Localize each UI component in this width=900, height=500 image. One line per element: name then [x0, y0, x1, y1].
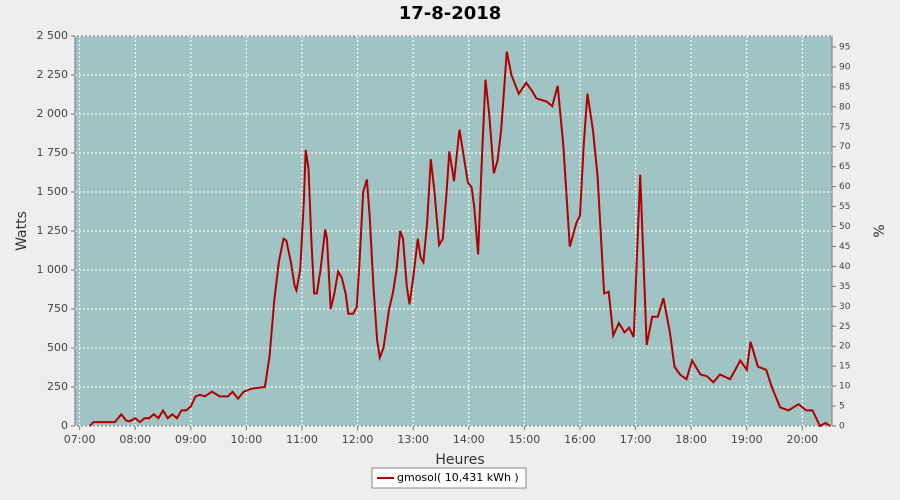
y2-tick-label: 15: [839, 362, 850, 372]
y-tick-label: 0: [61, 419, 68, 432]
x-tick-label: 18:00: [675, 433, 707, 446]
x-tick-label: 11:00: [286, 433, 318, 446]
legend-label: gmosol( 10,431 kWh ): [397, 471, 519, 484]
y2-tick-label: 35: [839, 282, 850, 292]
y2-tick-label: 70: [839, 142, 851, 152]
y2-tick-label: 50: [839, 222, 851, 232]
x-tick-label: 15:00: [509, 433, 541, 446]
y2-tick-label: 45: [839, 242, 850, 252]
y-tick-label: 1 000: [37, 263, 69, 276]
x-tick-label: 20:00: [786, 433, 818, 446]
y2-tick-label: 65: [839, 162, 850, 172]
y-tick-label: 2 250: [37, 68, 69, 81]
chart-title: 17-8-2018: [399, 3, 502, 24]
x-tick-label: 16:00: [564, 433, 596, 446]
x-tick-label: 08:00: [119, 433, 151, 446]
y-tick-label: 1 500: [37, 185, 69, 198]
x-tick-label: 14:00: [453, 433, 485, 446]
y2-tick-label: 60: [839, 182, 851, 192]
y-tick-label: 500: [47, 341, 68, 354]
y2-tick-label: 20: [839, 342, 851, 352]
data-line: [89, 51, 831, 428]
x-tick-label: 07:00: [64, 433, 96, 446]
x-tick-label: 10:00: [231, 433, 263, 446]
x-tick-label: 17:00: [620, 433, 652, 446]
legend-box: [371, 467, 527, 489]
plot-area: [74, 35, 833, 427]
y2-tick-label: 5: [839, 402, 845, 412]
y2-tick-label: 80: [839, 102, 851, 112]
y-tick-label: 1 250: [37, 224, 69, 237]
y2-tick-label: 85: [839, 82, 850, 92]
x-tick-label: 09:00: [175, 433, 207, 446]
y2-tick-label: 75: [839, 122, 850, 132]
y-axis-label: Watts: [14, 211, 30, 251]
y-tick-label: 2 500: [37, 29, 69, 42]
y2-tick-label: 90: [839, 62, 851, 72]
y-tick-label: 750: [47, 302, 68, 315]
x-tick-label: 12:00: [342, 433, 374, 446]
y2-tick-label: 55: [839, 202, 850, 212]
x-axis-label: Heures: [435, 452, 484, 468]
y2-axis-label: %: [872, 224, 888, 237]
x-tick-label: 19:00: [731, 433, 763, 446]
y-tick-label: 2 000: [37, 107, 69, 120]
y2-tick-label: 10: [839, 382, 851, 392]
y-tick-label: 250: [47, 380, 68, 393]
y2-tick-label: 30: [839, 302, 851, 312]
y-tick-label: 1 750: [37, 146, 69, 159]
y2-tick-label: 40: [839, 262, 851, 272]
x-tick-label: 13:00: [397, 433, 429, 446]
y2-tick-label: 25: [839, 322, 850, 332]
y2-tick-label: 95: [839, 42, 850, 52]
y2-tick-label: 0: [839, 422, 845, 432]
